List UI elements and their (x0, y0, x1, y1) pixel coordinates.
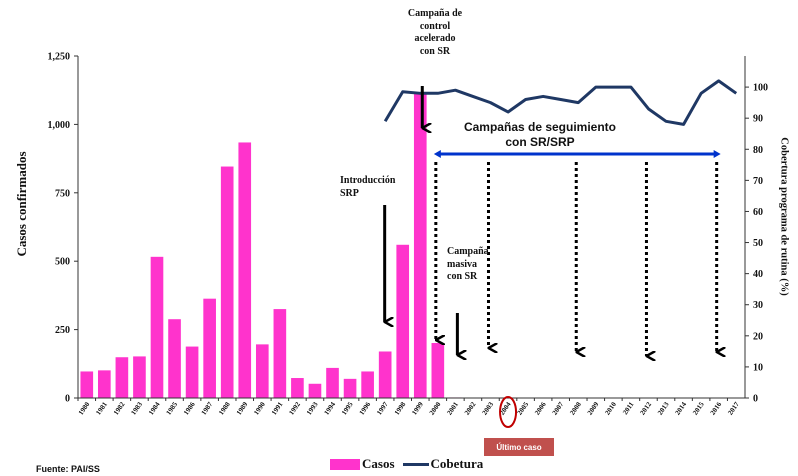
annotation-campaign-accelerated: Campaña de control acelerado con SR (407, 8, 463, 57)
source-note: Fuente: PAI/SS (36, 464, 100, 474)
legend: Casos Cobetura (330, 456, 483, 472)
y-tick-right-7: 70 (753, 176, 763, 187)
x-tick-2009: 2009 (586, 400, 601, 416)
bar-1995 (343, 378, 357, 398)
x-tick-1988: 1988 (217, 400, 232, 416)
y-axis-label-right: Cobertura programa de rutina (%) (778, 137, 790, 296)
legend-swatch-line (402, 462, 429, 466)
bar-1981 (98, 370, 111, 398)
x-tick-2000: 2000 (428, 400, 443, 416)
x-tick-2006: 2006 (533, 400, 548, 416)
annotation-arrows-layer (383, 86, 721, 428)
bar-1994 (326, 367, 339, 398)
annotation-intro-srp: Introducción SRP (340, 175, 396, 199)
x-tick-1999: 1999 (410, 400, 425, 416)
coverage-line (383, 79, 738, 126)
x-tick-1987: 1987 (200, 400, 215, 416)
x-tick-2008: 2008 (568, 400, 583, 416)
bar-1993 (308, 383, 322, 398)
x-tick-1996: 1996 (358, 400, 373, 416)
y-tick-left-0: 0 (65, 394, 70, 405)
bar-1997 (378, 351, 392, 398)
bar-2000 (431, 343, 445, 398)
x-tick-1986: 1986 (182, 400, 197, 416)
x-tick-1997: 1997 (375, 400, 390, 416)
y-tick-left-2: 500 (55, 257, 70, 268)
x-tick-1983: 1983 (129, 400, 144, 416)
last-case-badge: Último caso (484, 438, 554, 456)
y-tick-right-3: 30 (753, 300, 763, 311)
annotation-campaign-mass: Campaña masiva con SR (447, 246, 489, 282)
bar-1991 (273, 309, 287, 398)
bar-1988 (220, 166, 234, 398)
x-tick-2012: 2012 (639, 400, 654, 416)
bar-1986 (185, 346, 199, 398)
legend-swatch-bar (330, 458, 360, 470)
x-tick-2013: 2013 (656, 400, 671, 416)
x-tick-1985: 1985 (165, 400, 180, 416)
x-tick-1980: 1980 (77, 400, 92, 416)
y-axis-label-left: Casos confirmados (14, 151, 29, 257)
y-tick-left-4: 1,000 (48, 120, 71, 131)
x-tick-2015: 2015 (691, 400, 706, 416)
y-tick-right-6: 60 (753, 207, 763, 218)
last-case-year-circle (499, 396, 518, 428)
annotation-campaign-followup: Campañas de seguimiento con SR/SRP (463, 120, 617, 149)
x-tick-2014: 2014 (674, 400, 689, 416)
y-tick-left-1: 250 (55, 325, 70, 336)
x-tick-2017: 2017 (726, 400, 741, 416)
coverage-line-layer (383, 79, 738, 126)
x-tick-1981: 1981 (94, 400, 109, 416)
y-tick-right-5: 50 (753, 238, 763, 249)
x-tick-1998: 1998 (393, 400, 408, 416)
bar-1985 (168, 319, 181, 398)
x-tick-2003: 2003 (481, 400, 496, 416)
y-tick-right-0: 0 (753, 394, 758, 405)
bar-1980 (80, 371, 94, 398)
x-tick-1993: 1993 (305, 400, 320, 416)
y-tick-right-4: 40 (753, 269, 763, 280)
x-tick-1982: 1982 (112, 400, 127, 416)
y-tick-right-10: 100 (753, 83, 768, 94)
x-tick-2010: 2010 (603, 400, 618, 416)
bar-1984 (150, 256, 164, 398)
x-tick-2001: 2001 (445, 400, 460, 416)
y-tick-right-2: 20 (753, 331, 763, 342)
y-tick-left-5: 1,250 (48, 52, 71, 63)
x-tick-2011: 2011 (621, 400, 636, 416)
legend-label-casos: Casos (362, 456, 395, 471)
bar-1987 (203, 298, 216, 398)
x-tick-1994: 1994 (323, 400, 338, 416)
x-tick-1990: 1990 (252, 400, 267, 416)
legend-item-casos: Casos (330, 456, 395, 472)
y-tick-right-9: 90 (753, 114, 763, 125)
x-tick-2016: 2016 (709, 400, 724, 416)
followup-range-left-head (433, 150, 441, 158)
bars-layer (80, 94, 462, 399)
bar-1998 (396, 244, 410, 398)
followup-range-right-head (713, 150, 721, 158)
x-tick-2007: 2007 (551, 400, 566, 416)
legend-label-cobetura: Cobetura (430, 456, 484, 471)
x-tick-1984: 1984 (147, 400, 162, 416)
x-tick-2002: 2002 (463, 400, 478, 416)
x-tick-1995: 1995 (340, 400, 355, 416)
bar-1982 (115, 357, 129, 398)
y-tick-left-3: 750 (55, 188, 70, 199)
x-tick-1989: 1989 (235, 400, 250, 416)
bar-1999 (413, 94, 427, 399)
y-tick-right-1: 10 (753, 362, 763, 373)
x-tick-1992: 1992 (287, 400, 302, 416)
y-tick-right-8: 80 (753, 145, 763, 156)
bar-1983 (133, 356, 146, 398)
x-tick-2005: 2005 (516, 400, 531, 416)
legend-item-cobetura: Cobetura (399, 456, 484, 472)
x-tick-1991: 1991 (270, 400, 285, 416)
bar-1996 (361, 371, 374, 398)
bar-1992 (291, 378, 304, 398)
bar-1990 (255, 344, 269, 398)
bar-1989 (238, 142, 252, 398)
